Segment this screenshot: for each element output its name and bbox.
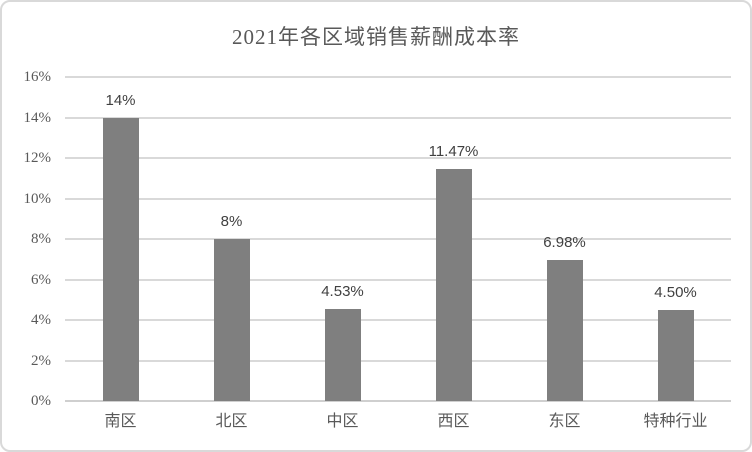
gridline [65, 116, 731, 119]
y-tick-label: 6% [31, 271, 51, 288]
x-axis-line [65, 400, 731, 402]
bar-value-label: 6.98% [543, 233, 586, 251]
gridline [65, 157, 731, 159]
gridline [65, 319, 731, 321]
x-category-label: 东区 [548, 413, 581, 430]
bar [102, 117, 139, 401]
gridline [65, 278, 731, 281]
y-tick-label: 16% [23, 69, 52, 85]
bar-value-label: 4.53% [321, 283, 364, 301]
x-category-label: 南区 [104, 413, 137, 430]
chart-title: 2021年各区域销售薪酬成本率 [232, 25, 520, 49]
x-category-label: 北区 [215, 413, 248, 430]
bar-value-label: 11.47% [428, 142, 479, 160]
y-tick-label: 12% [23, 150, 52, 166]
bar [213, 239, 250, 401]
bar-value-label: 8% [220, 213, 243, 230]
x-category-label: 特种行业 [643, 413, 708, 430]
gridline [65, 359, 731, 362]
bar [435, 168, 472, 401]
bar [324, 309, 361, 401]
y-tick-label: 10% [23, 190, 52, 207]
y-tick-label: 4% [31, 312, 51, 328]
bar-value-label: 14% [105, 91, 136, 109]
bar-value-label: 4.50% [654, 283, 697, 301]
gridline [65, 76, 731, 78]
gridline [65, 197, 731, 200]
x-category-label: 西区 [437, 413, 470, 430]
gridline [65, 238, 731, 240]
x-category-label: 中区 [326, 413, 359, 430]
bar [657, 309, 694, 401]
bar [546, 259, 583, 401]
y-tick-label: 2% [31, 352, 51, 369]
y-tick-label: 0% [31, 393, 51, 409]
y-tick-label: 8% [31, 231, 51, 247]
y-tick-label: 14% [23, 109, 52, 126]
